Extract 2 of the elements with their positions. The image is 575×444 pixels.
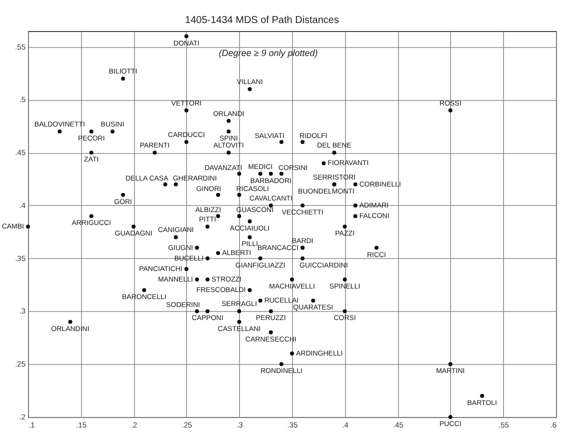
chart-title: 1405-1434 MDS of Path Distances (185, 15, 339, 26)
annotation: (Degree ≥ 9 only plotted) (218, 48, 318, 58)
